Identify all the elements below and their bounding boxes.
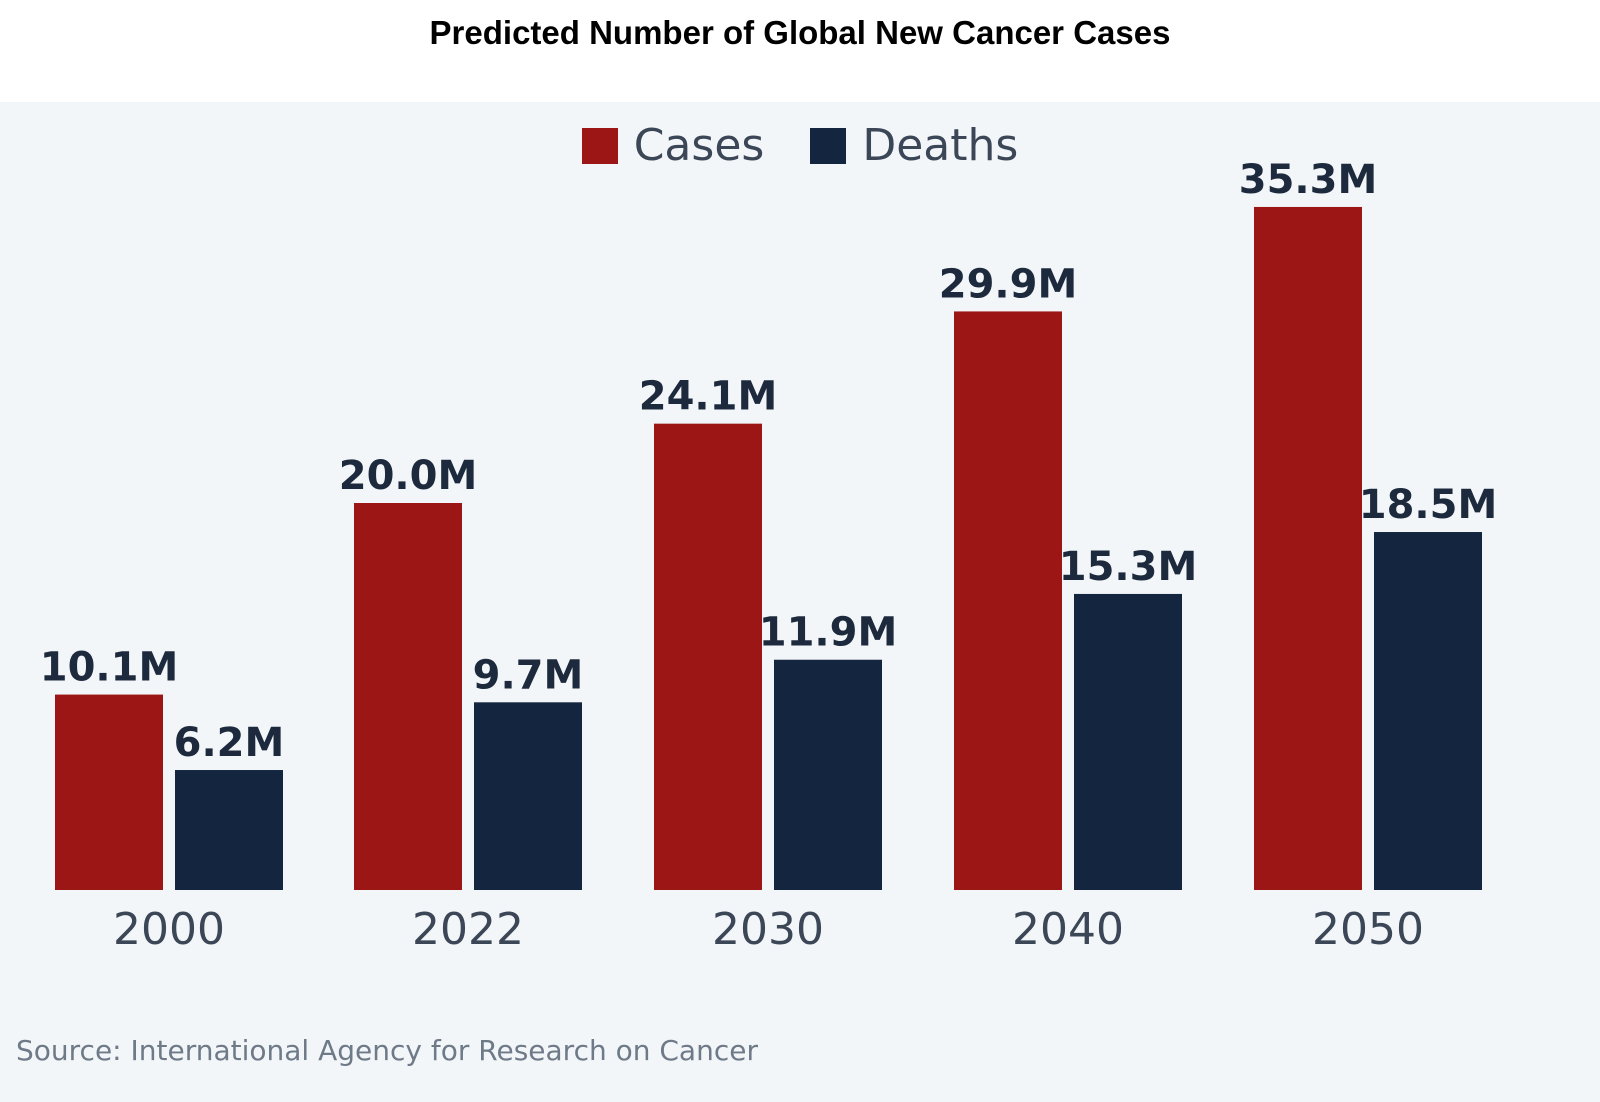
bar-deaths-2030[interactable]	[774, 659, 882, 890]
data-label-cases-2040: 29.9M	[939, 261, 1078, 307]
x-tick-label-2030: 2030	[712, 904, 824, 955]
bar-deaths-2022[interactable]	[474, 702, 582, 890]
legend-item-cases[interactable]: Cases	[581, 120, 765, 171]
chart-title: Predicted Number of Global New Cancer Ca…	[429, 14, 1171, 51]
bar-cases-2000[interactable]	[55, 694, 163, 890]
x-tick-label-2040: 2040	[1012, 904, 1124, 955]
bar-cases-2030[interactable]	[654, 423, 762, 890]
data-label-deaths-2000: 6.2M	[174, 720, 285, 766]
data-label-cases-2022: 20.0M	[339, 453, 478, 499]
bar-deaths-2040[interactable]	[1074, 593, 1182, 890]
data-label-deaths-2022: 9.7M	[473, 652, 584, 698]
x-tick-label-2050: 2050	[1312, 904, 1424, 955]
legend-item-deaths[interactable]: Deaths	[810, 120, 1018, 171]
source-note: Source: International Agency for Researc…	[16, 1034, 758, 1067]
bar-cases-2022[interactable]	[354, 503, 462, 890]
bar-cases-2050[interactable]	[1254, 206, 1362, 890]
x-tick-label-2000: 2000	[113, 904, 225, 955]
x-tick-label-2022: 2022	[412, 904, 524, 955]
bar-deaths-2000[interactable]	[175, 770, 283, 890]
bar-cases-2040[interactable]	[954, 311, 1062, 890]
data-label-cases-2000: 10.1M	[40, 645, 179, 691]
legend: Cases Deaths	[0, 120, 1600, 171]
data-label-cases-2030: 24.1M	[639, 374, 778, 420]
data-label-deaths-2040: 15.3M	[1059, 544, 1198, 590]
legend-swatch-deaths	[810, 127, 847, 164]
data-label-deaths-2050: 18.5M	[1359, 482, 1498, 528]
legend-label-deaths: Deaths	[862, 120, 1019, 171]
data-label-deaths-2030: 11.9M	[759, 610, 898, 656]
legend-swatch-cases	[581, 127, 618, 164]
legend-label-cases: Cases	[633, 120, 765, 171]
bar-deaths-2050[interactable]	[1374, 532, 1482, 890]
data-label-cases-2050: 35.3M	[1239, 157, 1378, 203]
